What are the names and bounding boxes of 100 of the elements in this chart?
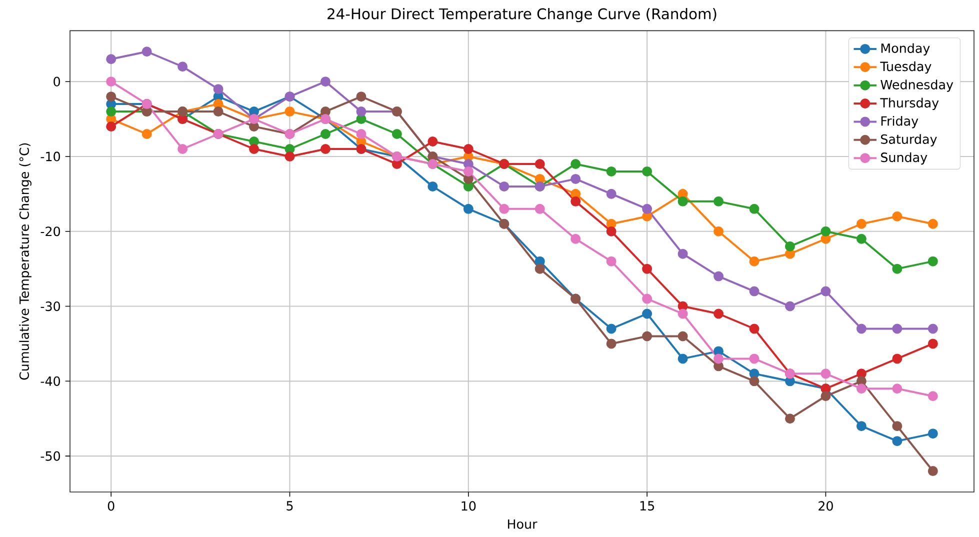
point xyxy=(892,384,902,394)
point xyxy=(570,234,581,244)
legend-label: Friday xyxy=(881,116,918,128)
point xyxy=(178,62,188,72)
point xyxy=(678,308,688,319)
x-tick-label: 5 xyxy=(286,501,293,511)
y-tick-label: -50 xyxy=(40,451,60,461)
point xyxy=(714,308,724,319)
point xyxy=(463,166,474,176)
point xyxy=(928,466,938,476)
point xyxy=(570,158,581,169)
point xyxy=(820,286,831,296)
chart-title: 24-Hour Direct Temperature Change Curve (Random) xyxy=(328,8,716,22)
point xyxy=(320,129,330,140)
point xyxy=(356,92,366,102)
legend-label: Tuesday xyxy=(880,61,932,74)
point xyxy=(284,106,295,117)
point xyxy=(820,391,831,402)
point xyxy=(106,54,116,64)
point xyxy=(642,294,652,304)
x-tick-label: 15 xyxy=(640,501,654,511)
point xyxy=(784,241,795,252)
point xyxy=(749,324,760,334)
point xyxy=(606,226,616,236)
point xyxy=(928,218,938,229)
point xyxy=(213,84,224,94)
y-tick-label: -20 xyxy=(40,226,60,236)
point xyxy=(570,196,581,206)
point xyxy=(320,76,330,87)
point xyxy=(856,234,866,244)
point xyxy=(606,188,616,199)
point xyxy=(428,181,438,192)
point xyxy=(784,414,795,424)
point xyxy=(856,218,866,229)
point xyxy=(356,129,366,140)
point xyxy=(534,264,545,274)
point xyxy=(213,106,224,117)
point xyxy=(678,354,688,364)
point xyxy=(320,144,330,154)
point xyxy=(570,174,581,184)
point xyxy=(892,324,902,334)
point xyxy=(820,226,831,236)
point xyxy=(749,204,760,214)
x-tick-label: 20 xyxy=(818,501,833,511)
point xyxy=(678,248,688,259)
point xyxy=(356,106,366,117)
point xyxy=(749,286,760,296)
point xyxy=(142,129,152,140)
point xyxy=(928,391,938,402)
point xyxy=(642,166,652,176)
point xyxy=(428,136,438,147)
point xyxy=(928,338,938,349)
x-tick-label: 10 xyxy=(462,501,476,511)
point xyxy=(178,144,188,154)
point xyxy=(534,204,545,214)
point xyxy=(499,181,510,192)
point xyxy=(714,196,724,206)
y-tick-label: -30 xyxy=(40,301,60,312)
point xyxy=(928,256,938,266)
point xyxy=(856,421,866,432)
point xyxy=(642,204,652,214)
point xyxy=(606,338,616,349)
legend-label: Monday xyxy=(881,43,930,56)
point xyxy=(784,301,795,312)
point xyxy=(749,354,760,364)
point xyxy=(892,264,902,274)
point xyxy=(749,256,760,266)
point xyxy=(820,368,831,379)
point xyxy=(463,204,474,214)
point xyxy=(642,308,652,319)
point xyxy=(714,354,724,364)
point xyxy=(499,204,510,214)
point xyxy=(642,331,652,342)
legend-label: Thursday xyxy=(880,98,939,110)
x-tick-label: 0 xyxy=(108,501,114,511)
y-tick-label: 0 xyxy=(54,76,60,86)
point xyxy=(892,436,902,446)
point xyxy=(284,151,295,162)
point xyxy=(714,226,724,236)
point xyxy=(106,106,116,117)
legend-label: Sunday xyxy=(881,152,928,165)
point xyxy=(856,324,866,334)
y-tick-label: -10 xyxy=(40,152,60,162)
point xyxy=(606,256,616,266)
y-tick-label: -40 xyxy=(40,376,60,386)
point xyxy=(892,354,902,364)
point xyxy=(928,428,938,439)
point xyxy=(678,331,688,342)
x-axis-title: Hour xyxy=(508,519,538,529)
point xyxy=(749,376,760,386)
point xyxy=(928,324,938,334)
point xyxy=(678,196,688,206)
y-axis-title: Cumulative Temperature Change (°C) xyxy=(19,143,32,380)
point xyxy=(463,144,474,154)
point xyxy=(392,129,402,140)
point xyxy=(606,324,616,334)
point xyxy=(856,384,866,394)
point xyxy=(534,158,545,169)
point xyxy=(892,211,902,222)
point xyxy=(106,122,116,132)
